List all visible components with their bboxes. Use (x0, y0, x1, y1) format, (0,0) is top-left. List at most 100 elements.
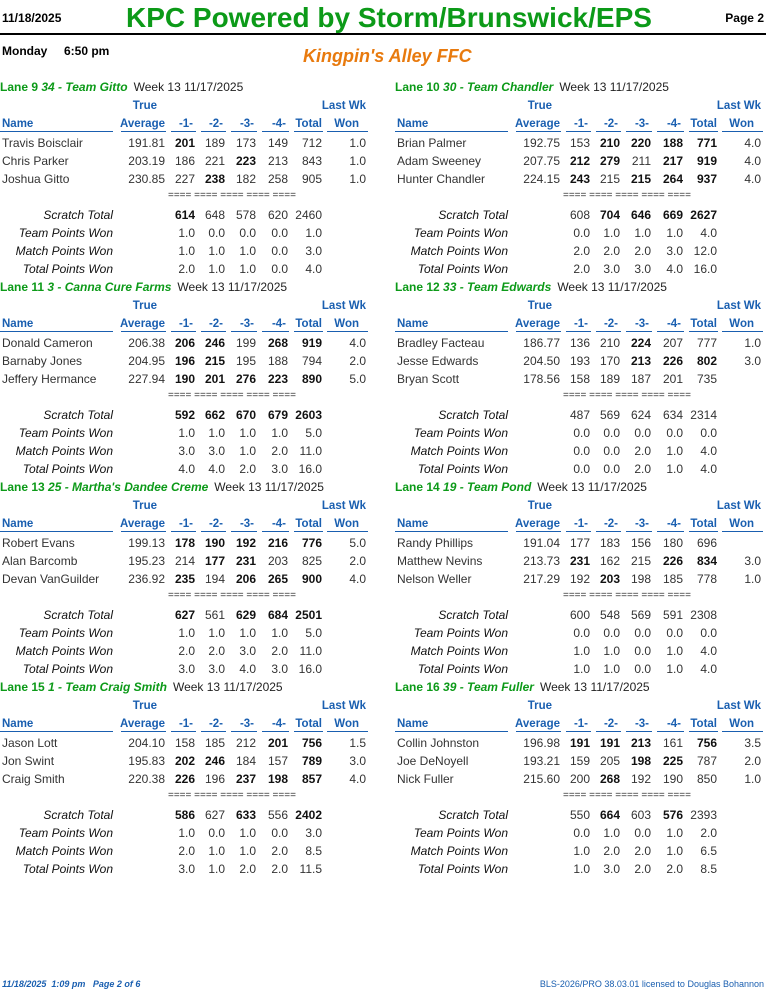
summary-label: Match Points Won (410, 444, 508, 458)
true-average-label: True (527, 300, 552, 312)
game-1-score: 177 (569, 536, 590, 550)
summary-label: Team Points Won (413, 426, 508, 440)
summary-game-1: 586 (174, 808, 195, 822)
game-2-column-header: -2- (603, 518, 618, 530)
summary-total: 2393 (690, 808, 717, 822)
game-4-score: 207 (662, 336, 683, 350)
lane-number: Lane 12 (395, 280, 440, 294)
game-3-score: 211 (631, 154, 651, 168)
average-column-header: Average (515, 318, 560, 330)
total-separator: ==== ==== ==== ==== ==== (563, 390, 691, 401)
game-3-score: 220 (630, 136, 651, 150)
game-3-score: 276 (235, 372, 256, 386)
game-3-score: 182 (235, 172, 256, 186)
summary-game-3: 2.0 (239, 862, 256, 876)
bowler-average: 199.13 (128, 536, 165, 550)
bowler-average: 227.94 (128, 372, 165, 386)
summary-game-2: 0.0 (208, 826, 225, 840)
name-column-header: Name (397, 718, 429, 730)
header-underline (121, 731, 166, 732)
summary-label: Team Points Won (18, 826, 113, 840)
series-total: 778 (696, 572, 717, 586)
game-3-column-header: -3- (239, 718, 254, 730)
summary-game-3: 670 (235, 408, 256, 422)
header-underline (0, 531, 113, 532)
total-column-header: Total (295, 318, 322, 330)
game-4-score: 161 (662, 736, 683, 750)
game-1-score: 153 (569, 136, 590, 150)
game-3-score: 231 (235, 554, 256, 568)
bowler-average: 204.95 (128, 354, 165, 368)
report-title: KPC Powered by Storm/Brunswick/EPS (126, 2, 652, 33)
summary-game-1: 592 (174, 408, 195, 422)
summary-game-4: 620 (267, 208, 288, 222)
header-underline (262, 731, 289, 732)
summary-game-3: 1.0 (239, 426, 256, 440)
name-column-header: Name (397, 318, 429, 330)
game-1-score: 235 (174, 572, 195, 586)
summary-game-1: 3.0 (178, 862, 195, 876)
summary-game-4: 0.0 (271, 262, 288, 276)
game-4-score: 225 (662, 754, 683, 768)
game-1-score: 158 (174, 736, 195, 750)
game-2-score: 189 (599, 372, 620, 386)
summary-game-3: 2.0 (634, 444, 651, 458)
game-1-score: 191 (569, 736, 590, 750)
game-2-score: 238 (204, 172, 225, 186)
bowler-average: 230.85 (128, 172, 165, 186)
header-underline (395, 131, 508, 132)
summary-game-4: 2.0 (271, 644, 288, 658)
last-week-label: Last Wk (716, 100, 761, 112)
last-week-won: 2.0 (349, 554, 366, 568)
summary-game-2: 1.0 (208, 844, 225, 858)
game-1-score: 243 (569, 172, 590, 186)
bowler-name: Bradley Facteau (397, 336, 485, 350)
average-column-header: Average (120, 118, 165, 130)
total-column-header: Total (295, 718, 322, 730)
summary-label: Scratch Total (43, 608, 113, 622)
bowler-name: Alan Barcomb (2, 554, 78, 568)
bowler-average: 204.10 (128, 736, 165, 750)
game-2-score: 183 (599, 536, 620, 550)
summary-total: 16.0 (693, 262, 717, 276)
header-underline (566, 331, 591, 332)
summary-game-1: 1.0 (573, 862, 590, 876)
total-separator: ==== ==== ==== ==== ==== (563, 190, 691, 201)
header-underline (596, 331, 621, 332)
week-date: Week 13 11/17/2025 (172, 680, 283, 694)
summary-total: 8.5 (305, 844, 322, 858)
summary-game-4: 1.0 (666, 844, 683, 858)
bowler-name: Nick Fuller (397, 772, 454, 786)
lane-heading: Lane 16 39 - Team Fuller Week 13 11/17/20… (395, 680, 650, 694)
lane-number: Lane 9 (0, 80, 39, 94)
summary-game-3: 0.0 (634, 644, 651, 658)
header-underline (657, 531, 684, 532)
game-1-column-header: -1- (178, 718, 193, 730)
week-date: Week 13 11/17/2025 (537, 480, 647, 494)
summary-game-3: 4.0 (239, 662, 256, 676)
header-underline (657, 731, 684, 732)
summary-game-1: 1.0 (178, 426, 195, 440)
summary-game-3: 3.0 (239, 644, 256, 658)
summary-game-2: 0.0 (208, 226, 225, 240)
game-4-score: 149 (267, 136, 288, 150)
game-3-column-header: -3- (634, 118, 649, 130)
game-4-score: 258 (267, 172, 288, 186)
game-3-score: 212 (235, 736, 256, 750)
summary-game-1: 2.0 (178, 644, 195, 658)
game-1-column-header: -1- (178, 318, 193, 330)
header-underline (231, 531, 257, 532)
team-name: 34 - Team Gitto (41, 80, 128, 94)
bowler-name: Barnaby Jones (2, 354, 83, 368)
game-2-score: 196 (204, 772, 225, 786)
game-1-score: 202 (174, 754, 195, 768)
last-week-label: Last Wk (716, 300, 761, 312)
header-underline (231, 131, 257, 132)
series-total: 834 (696, 554, 717, 568)
summary-game-3: 629 (235, 608, 256, 622)
summary-game-1: 487 (569, 408, 590, 422)
summary-game-2: 3.0 (208, 444, 225, 458)
summary-label: Team Points Won (413, 626, 508, 640)
game-3-column-header: -3- (634, 518, 649, 530)
summary-game-1: 0.0 (573, 826, 590, 840)
